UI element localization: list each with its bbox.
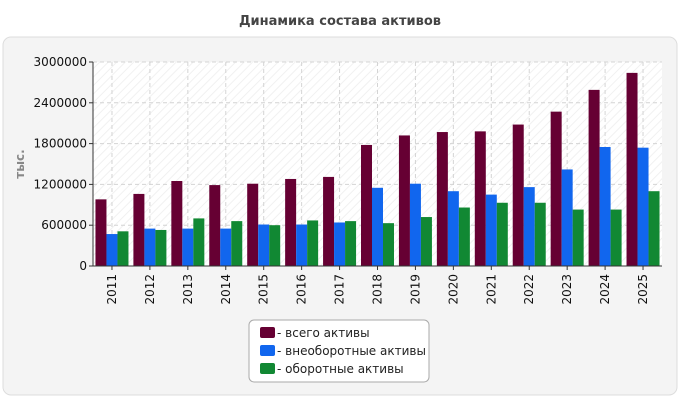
x-tick-label: 2024 (598, 274, 612, 305)
bar (447, 191, 459, 266)
bar (599, 147, 611, 266)
x-tick-label: 2016 (295, 274, 309, 305)
legend-label: - внеоборотные активы (277, 344, 426, 358)
bar (420, 217, 432, 266)
x-tick-label: 2025 (636, 274, 650, 305)
x-tick-label: 2020 (446, 274, 460, 305)
y-axis-label: тыс. (13, 149, 27, 178)
x-tick-label: 2023 (560, 274, 574, 305)
bar (106, 234, 118, 266)
bar (258, 224, 270, 266)
bar (323, 176, 335, 266)
bar (561, 169, 573, 266)
bar (626, 72, 638, 266)
bar (436, 132, 448, 266)
bar (171, 181, 183, 266)
bar (648, 191, 660, 266)
y-tick-label: 1200000 (34, 177, 87, 191)
y-tick-label: 0 (79, 259, 87, 273)
bar (610, 209, 622, 266)
legend-label: - оборотные активы (277, 362, 404, 376)
x-tick-label: 2015 (257, 274, 271, 305)
x-tick-label: 2022 (522, 274, 536, 305)
bar (220, 228, 232, 266)
bar (231, 221, 243, 266)
bar (182, 228, 194, 266)
bar (144, 228, 156, 266)
x-tick-label: 2019 (408, 274, 422, 305)
bar (398, 135, 410, 266)
x-tick-label: 2018 (371, 274, 385, 305)
x-tick-label: 2012 (143, 274, 157, 305)
bar (383, 223, 394, 266)
bar (209, 185, 221, 266)
legend-label: - всего активы (277, 326, 370, 340)
bar (523, 187, 535, 266)
bar (474, 131, 486, 266)
bar (512, 124, 524, 266)
bar (588, 89, 600, 266)
bar (361, 144, 372, 266)
bar (496, 202, 508, 266)
y-tick-label: 1800000 (34, 137, 87, 151)
bar (334, 222, 346, 266)
bar (193, 218, 205, 266)
legend-box (248, 319, 430, 383)
bar (117, 231, 129, 266)
plot-area: 0 600000 1200000 1800000 2400000 3000000 2011 2… (34, 55, 662, 305)
bar (155, 229, 167, 266)
bar (572, 209, 584, 266)
x-tick-label: 2021 (484, 274, 498, 305)
legend-swatch (260, 327, 275, 338)
y-tick-label: 3000000 (34, 55, 87, 69)
bar (285, 178, 297, 266)
bar (95, 199, 107, 266)
x-tick-label: 2017 (333, 274, 347, 305)
x-tick-label: 2014 (219, 274, 233, 305)
y-tick-label: 600000 (41, 218, 87, 232)
legend-swatch (260, 363, 275, 374)
legend-swatch (260, 345, 275, 356)
bar (550, 111, 562, 266)
y-tick-label: 2400000 (34, 96, 87, 110)
x-tick-label: 2011 (105, 274, 119, 305)
bar (296, 224, 308, 266)
bar (307, 220, 319, 266)
bar (637, 147, 649, 266)
legend: - всего активы - внеоборотные активы - обо… (248, 319, 430, 383)
bar (269, 225, 281, 266)
x-tick-label: 2013 (181, 274, 195, 305)
bar (409, 183, 421, 266)
bar (345, 221, 357, 266)
chart-title: Динамика состава активов (239, 14, 441, 29)
bar (372, 187, 383, 266)
bar (485, 194, 497, 266)
bar (247, 183, 259, 266)
bar (133, 193, 145, 266)
bar (534, 202, 546, 266)
bar (458, 207, 470, 266)
